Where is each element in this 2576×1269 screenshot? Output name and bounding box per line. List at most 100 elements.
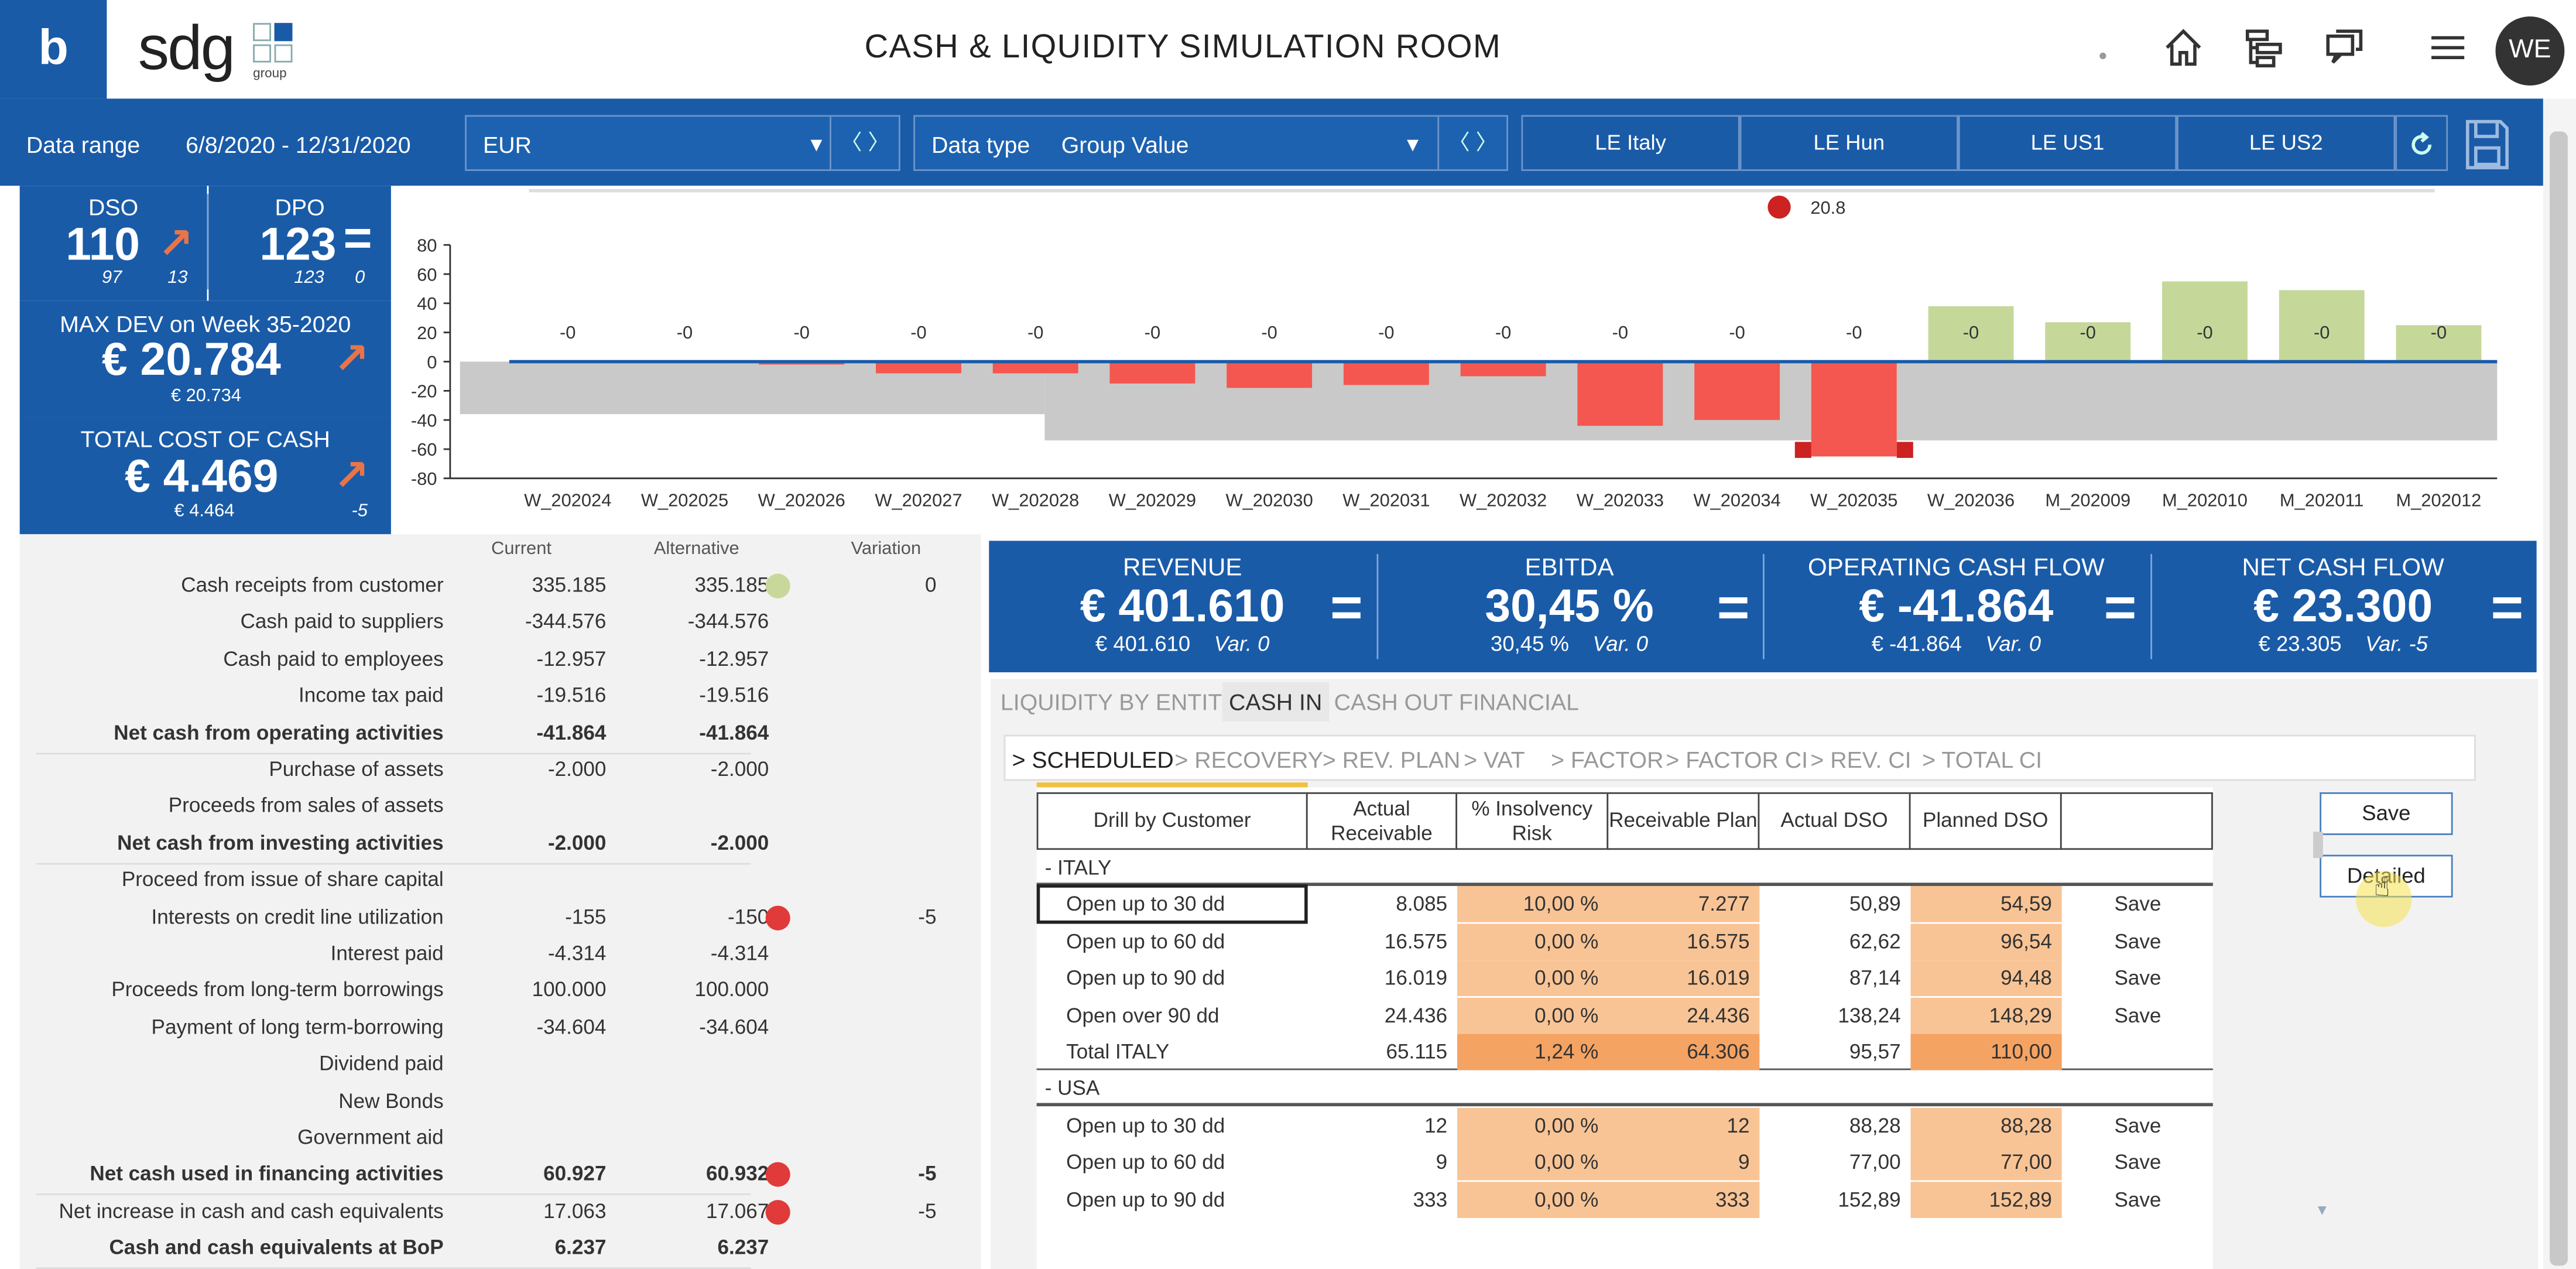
home-icon[interactable] (2160, 26, 2207, 73)
tab-financial[interactable]: FINANCIAL (1458, 689, 1580, 716)
panel-scroll-handle[interactable] (2313, 832, 2323, 858)
chat-icon[interactable] (2321, 26, 2368, 73)
table-row[interactable]: Open up to 60 dd 16.575 0,00 % 16.575 62,62 9… (1037, 923, 2213, 960)
subtab-rev-plan[interactable]: > REV. PLAN (1322, 746, 1461, 773)
subtab-rev-ci[interactable]: > REV. CI (1810, 746, 1912, 773)
scroll-down-icon[interactable]: ▼ (2314, 1201, 2330, 1218)
entity-le-italy[interactable]: LE Italy (1521, 115, 1740, 171)
equal-icon: = (2104, 577, 2137, 639)
insolvency-risk-input[interactable]: 0,00 % (1534, 1003, 1599, 1027)
active-subtab-underline (1036, 782, 1308, 788)
hierarchy-icon[interactable] (2241, 26, 2287, 73)
insolvency-risk-input[interactable]: 0,00 % (1534, 1114, 1599, 1137)
table-row[interactable]: Open up to 90 dd 333 0,00 % 333 152,89 152,89… (1037, 1181, 2213, 1217)
insolvency-risk-input[interactable]: 10,00 % (1523, 893, 1599, 916)
prev-icon[interactable]: 〈 (1448, 129, 1470, 155)
data-type-dropdown[interactable]: Data type Group Value ▼ 〈 〉 (913, 115, 1509, 171)
cashflow-row: Cash paid to employees -12.957 -12.957 (20, 642, 981, 679)
x-tick-label: W_202031 (1342, 490, 1430, 511)
row-save-link[interactable]: Save (2114, 1151, 2161, 1174)
th-planned-dso[interactable]: Planned DSO (1909, 792, 2062, 850)
subtab-factor[interactable]: > FACTOR (1550, 746, 1664, 773)
cashflow-row: New Bonds (20, 1084, 981, 1120)
status-dot-icon (765, 1162, 790, 1188)
save-disk-icon[interactable] (2464, 118, 2510, 171)
current-value: -19.516 (536, 684, 607, 707)
chevron-down-icon[interactable]: ▼ (806, 133, 827, 156)
th-insolvency-risk[interactable]: % Insolvency Risk (1455, 792, 1609, 850)
risk-plan-highlight (1457, 997, 1760, 1034)
x-tick-label: W_202034 (1693, 490, 1780, 511)
receivable-plan: 333 (1715, 1188, 1750, 1211)
receivable-plan: 12 (1727, 1114, 1750, 1137)
group-header[interactable]: - ITALY (1036, 850, 2213, 886)
group-header[interactable]: - USA (1036, 1070, 2213, 1107)
tab-liquidity-by-entity[interactable]: LIQUIDITY BY ENTITY (1000, 689, 1238, 716)
currency-stepper[interactable]: 〈 〉 (830, 117, 899, 170)
tab-cash-in[interactable]: CASH IN (1222, 682, 1329, 722)
menu-icon[interactable] (2425, 26, 2471, 73)
risk-plan-highlight (1457, 1144, 1760, 1181)
subtab-factor-ci[interactable]: > FACTOR CI (1666, 746, 1808, 773)
entity-le-us1[interactable]: LE US1 (1958, 115, 2177, 171)
subtab-total-ci[interactable]: > TOTAL CI (1922, 746, 2043, 773)
variation-value: -5 (918, 905, 937, 928)
insolvency-risk-input[interactable]: 0,00 % (1534, 967, 1599, 990)
scrollbar-thumb[interactable] (2550, 131, 2568, 1266)
brand-tile[interactable]: b (0, 0, 107, 99)
table-row[interactable]: Open up to 30 dd 12 0,00 % 12 88,28 88,28 Save (1037, 1107, 2213, 1144)
row-save-link[interactable]: Save (2114, 930, 2161, 953)
insolvency-risk-input[interactable]: 0,00 % (1534, 1188, 1599, 1211)
row-divider (36, 863, 751, 864)
insolvency-risk-input[interactable]: 0,00 % (1534, 930, 1599, 953)
x-tick-label: W_202025 (641, 490, 728, 511)
data-type-stepper[interactable]: 〈 〉 (1437, 117, 1506, 170)
planned-dso-highlight (1910, 960, 2062, 997)
entity-le-hun[interactable]: LE Hun (1739, 115, 1958, 171)
row-label: Proceeds from long-term borrowings (111, 979, 444, 1002)
max-dev-marker (1794, 442, 1811, 458)
next-icon[interactable]: 〉 (868, 129, 890, 155)
planned-dso: 110,00 (1991, 1040, 2052, 1064)
refresh-icon[interactable] (2395, 115, 2448, 171)
avatar[interactable]: WE (2495, 16, 2565, 85)
row-save-link[interactable]: Save (2114, 1003, 2161, 1027)
chart-bar (2279, 290, 2365, 362)
th-actual-dso[interactable]: Actual DSO (1758, 792, 1911, 850)
planned-dso-highlight (1910, 1107, 2062, 1144)
kpi-sub-value: € -41.864 (1871, 631, 1962, 656)
th-actual-receivable[interactable]: Actual Receivable (1306, 792, 1458, 850)
entity-le-us2[interactable]: LE US2 (2177, 115, 2396, 171)
table-row[interactable]: Open up to 60 dd 9 0,00 % 9 77,00 77,00 Save (1037, 1144, 2213, 1181)
row-save-link[interactable]: Save (2114, 967, 2161, 990)
chart-bar (875, 361, 961, 374)
table-row[interactable]: Total ITALY 65.115 1,24 % 64.306 95,57 110,00 (1036, 1034, 2213, 1070)
table-row[interactable]: Open over 90 dd 24.436 0,00 % 24.436 138,24 1… (1037, 997, 2213, 1034)
subtab-recovery[interactable]: > RECOVERY (1174, 746, 1324, 773)
tab-cash-out[interactable]: CASH OUT (1334, 689, 1453, 716)
vertical-scrollbar[interactable] (2543, 98, 2576, 1269)
actual-dso: 88,28 (1849, 1114, 1901, 1137)
th-receivable-plan[interactable]: Receivable Plan (1606, 792, 1760, 850)
currency-value: EUR (482, 131, 532, 158)
th-drill-by-customer[interactable]: Drill by Customer (1036, 792, 1308, 850)
insolvency-risk-input[interactable]: 0,00 % (1534, 1151, 1599, 1174)
row-save-link[interactable]: Save (2114, 1188, 2161, 1211)
subtab-scheduled[interactable]: > SCHEDULED (1012, 746, 1174, 773)
next-icon[interactable]: 〉 (1475, 129, 1498, 155)
alternative-value: 17.067 (705, 1199, 769, 1223)
row-save-link[interactable]: Save (2114, 893, 2161, 916)
table-row[interactable]: Open up to 90 dd 16.019 0,00 % 16.019 87,14 9… (1037, 960, 2213, 997)
kpi-sub: € 401.610 Var. 0 (989, 631, 1376, 656)
subtab-vat[interactable]: > VAT (1464, 746, 1525, 773)
currency-dropdown[interactable]: EUR ▼ 〈 〉 (465, 115, 900, 171)
prev-icon[interactable]: 〈 (840, 129, 862, 155)
insolvency-risk-input[interactable]: 1,24 % (1534, 1040, 1599, 1064)
data-label: -0 (2197, 322, 2212, 343)
table-row[interactable]: Open up to 30 dd 8.085 10,00 % 7.277 50,89 54… (1036, 885, 2213, 925)
save-button[interactable]: Save (2320, 792, 2453, 835)
data-range-value[interactable]: 6/8/2020 - 12/31/2020 (186, 131, 411, 158)
kpi-card: NET CASH FLOW € 23.300 € 23.305 Var. -5 = (2150, 541, 2537, 672)
row-save-link[interactable]: Save (2114, 1114, 2161, 1137)
chevron-down-icon[interactable]: ▼ (1403, 133, 1423, 156)
